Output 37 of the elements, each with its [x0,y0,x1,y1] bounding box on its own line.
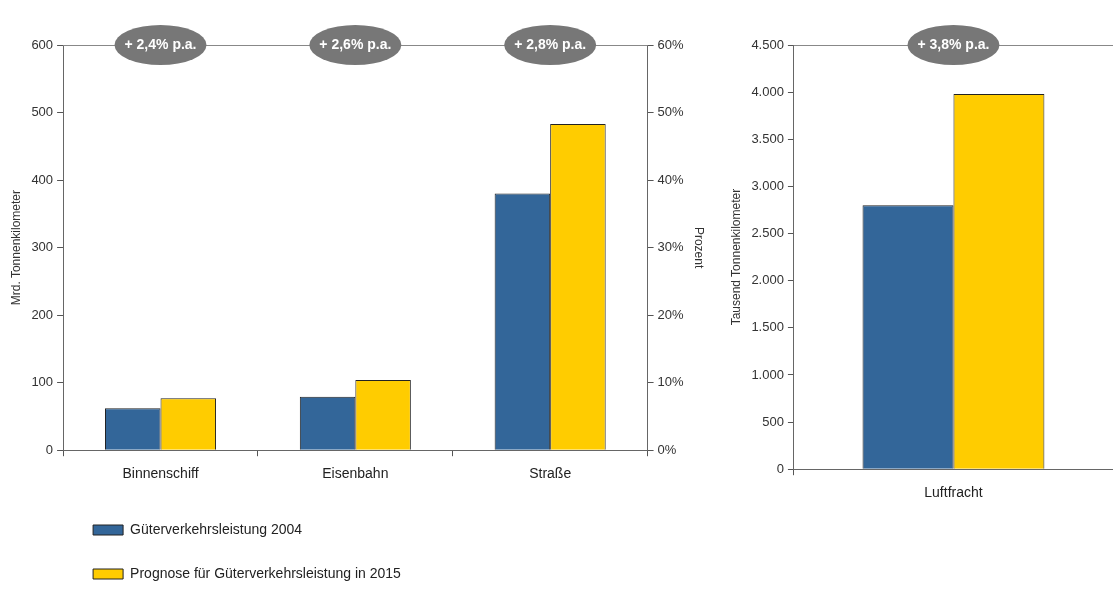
y2-tick-label: 20% [657,306,685,322]
y-tick-label: 0 [45,441,54,457]
y-tick-label: 1.000 [751,366,784,382]
y-tick-label: 100 [31,374,54,390]
y-tick-label: 200 [31,306,54,322]
y-tick-label: 300 [31,239,54,255]
y2-tick-label: 60% [657,36,685,52]
annotation: + 3,8% p.a. [917,35,990,52]
y2-tick-label: 30% [657,239,685,255]
annotation: + 2,8% p.a. [514,35,587,52]
y-tick-label: 500 [31,104,54,120]
annotation: + 2,4% p.a. [124,35,197,52]
x-tick-label: Eisenbahn [322,465,389,482]
y-tick-label: 400 [31,171,54,187]
annotation: + 2,6% p.a. [319,35,392,52]
x-tick-label: Straße [529,465,572,482]
y-axis-title: Tausend Tonnenkilometer [728,188,743,326]
y-tick-label: 4.500 [751,36,784,52]
legend-label: Prognose für Güterverkehrsleistung in 2015 [130,564,402,581]
y-tick-label: 1.500 [751,319,784,335]
x-tick-label: Luftfracht [924,484,983,501]
y2-axis-title: Prozent [692,226,707,269]
y2-tick-label: 10% [657,374,685,390]
y2-tick-label: 40% [657,171,685,187]
y-tick-label: 4.000 [751,83,784,99]
legend-label: Güterverkehrsleistung 2004 [130,520,303,537]
y-tick-label: 2.000 [751,272,784,288]
y-axis-title: Mrd. Tonnenkilometer [8,190,23,306]
y-tick-label: 3.500 [751,130,784,146]
y-tick-label: 3.000 [751,177,784,193]
y-tick-label: 0 [776,460,784,476]
y2-tick-label: 0% [657,441,677,457]
y-tick-label: 600 [31,36,54,52]
y-tick-label: 2.500 [751,225,784,241]
y2-tick-label: 50% [657,104,685,120]
x-tick-label: Binnenschiff [122,465,199,482]
y-tick-label: 500 [762,413,784,429]
